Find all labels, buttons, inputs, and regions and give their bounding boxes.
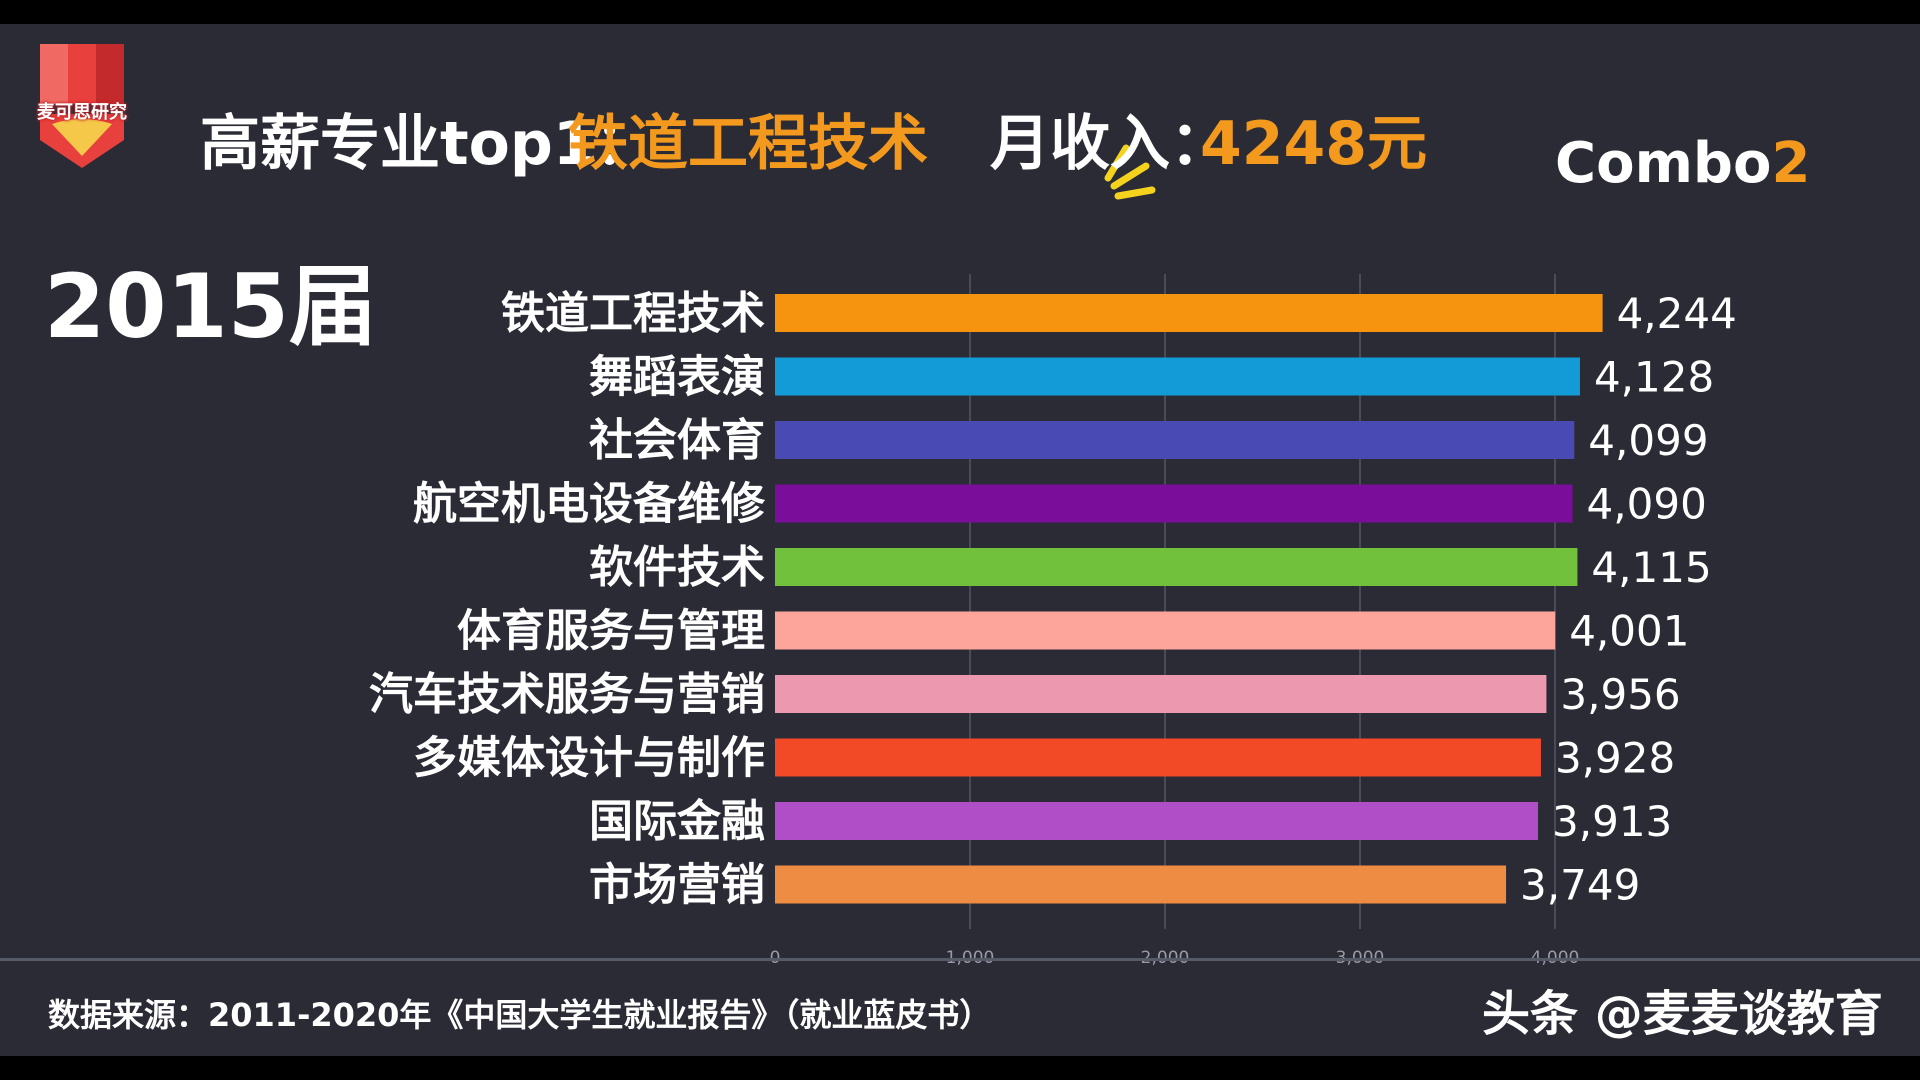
bar — [775, 675, 1547, 713]
header-income-value: 4248元 — [1200, 109, 1427, 179]
category-label: 铁道工程技术 — [501, 288, 765, 339]
category-label: 国际金融 — [589, 796, 765, 847]
bar — [775, 738, 1541, 777]
logo-text: 麦可思研究 — [37, 102, 127, 123]
bar — [775, 484, 1573, 523]
bar — [775, 611, 1556, 650]
bar — [775, 865, 1507, 904]
value-label: 4,090 — [1587, 480, 1707, 529]
bar — [775, 357, 1580, 396]
category-label: 软件技术 — [589, 542, 765, 593]
value-label: 3,749 — [1520, 861, 1640, 910]
bar — [775, 802, 1539, 840]
value-label: 4,244 — [1617, 289, 1737, 338]
footer-divider — [0, 958, 1920, 961]
header-prefix: 高薪专业top1： — [200, 109, 655, 179]
category-label: 汽车技术服务与营销 — [369, 669, 765, 720]
brand-logo: 麦可思研究 — [22, 44, 142, 174]
category-label: 市场营销 — [589, 860, 765, 911]
category-label: 体育服务与管理 — [457, 606, 765, 657]
combo-badge: Combo2 — [1555, 124, 1810, 204]
value-label: 3,913 — [1552, 797, 1672, 846]
watermark: 头条 @麦麦谈教育 — [1482, 986, 1883, 1042]
bar — [775, 548, 1578, 586]
bar-chart: 铁道工程技术 4,244 舞蹈表演 4,128 社会体育 4,099 航空机电设备维修 4,0… — [369, 274, 1737, 968]
combo-number: 2 — [1771, 131, 1811, 196]
category-label: 舞蹈表演 — [589, 352, 765, 403]
header-income-label: 月收入： — [990, 109, 1230, 179]
video-frame: 麦可思研究 高薪专业top1： 铁道工程技术 月收入： 4248元 Combo2… — [0, 24, 1920, 1056]
bar — [775, 294, 1603, 332]
value-label: 4,001 — [1569, 607, 1689, 656]
data-source: 数据来源：2011-2020年《中国大学生就业报告》（就业蓝皮书） — [48, 996, 992, 1034]
combo-word: Combo — [1555, 131, 1772, 196]
header-top-major: 铁道工程技术 — [568, 109, 928, 179]
value-label: 4,115 — [1591, 543, 1711, 592]
category-label: 航空机电设备维修 — [413, 479, 766, 530]
value-label: 3,956 — [1560, 670, 1680, 719]
value-label: 4,099 — [1588, 416, 1708, 465]
category-label: 多媒体设计与制作 — [413, 733, 765, 784]
sparkle-icon — [1104, 144, 1156, 200]
value-label: 3,928 — [1555, 734, 1675, 783]
bar — [775, 421, 1575, 459]
value-label: 4,128 — [1594, 353, 1714, 402]
year-label: 2015届 — [44, 255, 377, 358]
letterbox-bottom — [0, 1056, 1920, 1080]
category-label: 社会体育 — [589, 415, 765, 466]
pencil-heart-icon — [40, 44, 124, 168]
